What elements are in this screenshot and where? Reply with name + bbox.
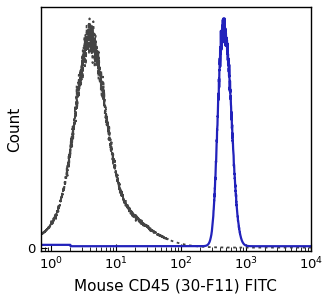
X-axis label: Mouse CD45 (30-F11) FITC: Mouse CD45 (30-F11) FITC (74, 278, 277, 293)
Y-axis label: Count: Count (7, 106, 22, 152)
